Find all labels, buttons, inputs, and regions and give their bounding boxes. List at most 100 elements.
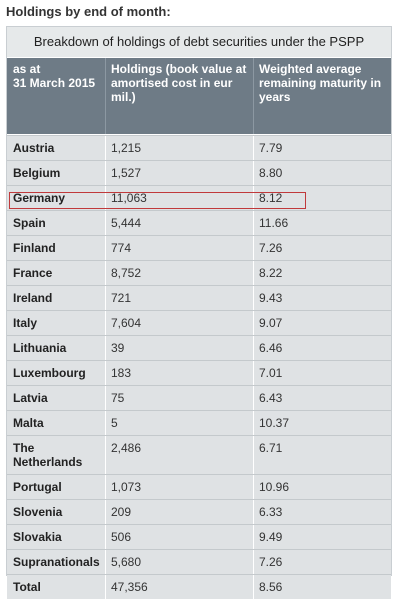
column-divider [253,386,254,410]
cell-maturity: 11.66 [259,216,289,230]
column-divider [105,411,106,435]
column-divider [253,336,254,360]
table-row: France 8,752 8.22 [7,260,391,285]
cell-country: Lithuania [13,341,67,355]
cell-maturity: 9.07 [259,316,283,330]
cell-holdings: 1,527 [111,166,142,180]
cell-holdings: 209 [111,505,132,519]
column-divider [105,261,106,285]
cell-holdings: 5,680 [111,555,142,569]
table-body: Austria 1,215 7.79 Belgium 1,527 8.80 Germany 1… [7,135,391,599]
header-date: as at 31 March 2015 [13,62,96,90]
column-divider [253,550,254,574]
column-divider [253,500,254,524]
table-row: Germany 11,063 8.12 [7,185,391,210]
column-divider [253,311,254,335]
cell-country: Ireland [13,291,53,305]
table-row: Lithuania 39 6.46 [7,335,391,360]
column-divider [253,411,254,435]
cell-maturity: 8.22 [259,266,283,280]
cell-holdings: 39 [111,341,125,355]
cell-holdings: 1,215 [111,141,142,155]
column-divider [105,525,106,549]
cell-country: Italy [13,316,38,330]
cell-maturity: 8.56 [259,580,283,594]
cell-maturity: 10.37 [259,416,290,430]
column-divider [105,550,106,574]
cell-holdings: 183 [111,366,132,380]
column-divider [253,286,254,310]
table-row: Luxembourg 183 7.01 [7,360,391,385]
table-row: Italy 7,604 9.07 [7,310,391,335]
column-divider [253,361,254,385]
table-row: The Netherlands 2,486 6.71 [7,435,391,474]
cell-maturity: 7.79 [259,141,283,155]
cell-country: Slovenia [13,505,63,519]
holdings-table: Breakdown of holdings of debt securities… [6,26,392,599]
cell-maturity: 6.33 [259,505,283,519]
cell-country: Spain [13,216,46,230]
cell-maturity: 7.26 [259,555,283,569]
column-divider [253,436,254,474]
table-row: Belgium 1,527 8.80 [7,160,391,185]
column-divider [105,575,106,599]
cell-holdings: 2,486 [111,441,142,455]
column-divider [105,286,106,310]
cell-maturity: 9.49 [259,530,283,544]
column-divider [253,186,254,210]
table-row: Supranationals 5,680 7.26 [7,549,391,574]
column-divider [105,236,106,260]
table-row: Ireland 721 9.43 [7,285,391,310]
column-divider [105,136,106,160]
column-divider [105,361,106,385]
cell-country: Slovakia [13,530,62,544]
column-divider [105,436,106,474]
cell-maturity: 9.43 [259,291,283,305]
cell-country: Austria [13,141,55,155]
column-divider [105,500,106,524]
column-divider [105,386,106,410]
cell-maturity: 6.71 [259,441,283,455]
cell-holdings: 5 [111,416,118,430]
column-divider [105,311,106,335]
cell-country: Finland [13,241,56,255]
table-row: Portugal 1,073 10.96 [7,474,391,499]
column-divider [253,525,254,549]
cell-holdings: 506 [111,530,132,544]
cell-holdings: 11,063 [111,191,147,205]
cell-maturity: 7.26 [259,241,283,255]
table-row: Spain 5,444 11.66 [7,210,391,235]
column-divider [253,236,254,260]
column-divider [105,211,106,235]
table-row: Slovakia 506 9.49 [7,524,391,549]
cell-holdings: 1,073 [111,480,142,494]
table-row: Malta 5 10.37 [7,410,391,435]
cell-country: Malta [13,416,44,430]
table-row: Slovenia 209 6.33 [7,499,391,524]
cell-holdings: 8,752 [111,266,142,280]
cell-holdings: 75 [111,391,125,405]
cell-maturity: 8.12 [259,191,283,205]
cell-country: Luxembourg [13,366,86,380]
column-divider [105,475,106,499]
cell-holdings: 774 [111,241,132,255]
header-holdings: Holdings (book value at amortised cost i… [111,62,247,104]
cell-maturity: 6.43 [259,391,283,405]
table-row: Latvia 75 6.43 [7,385,391,410]
cell-country: Belgium [13,166,61,180]
cell-country: Germany [13,191,66,205]
cell-country: Latvia [13,391,48,405]
cell-country: France [13,266,53,280]
column-divider [105,336,106,360]
column-divider [253,161,254,185]
column-divider [253,475,254,499]
cell-maturity: 7.01 [259,366,283,380]
cell-country: Total [13,580,41,594]
cell-maturity: 8.80 [259,166,283,180]
column-divider [105,58,106,134]
cell-maturity: 10.96 [259,480,290,494]
table-caption: Breakdown of holdings of debt securities… [7,27,391,57]
spain-row-highlight [9,192,306,209]
cell-holdings: 5,444 [111,216,142,230]
column-divider [105,161,106,185]
